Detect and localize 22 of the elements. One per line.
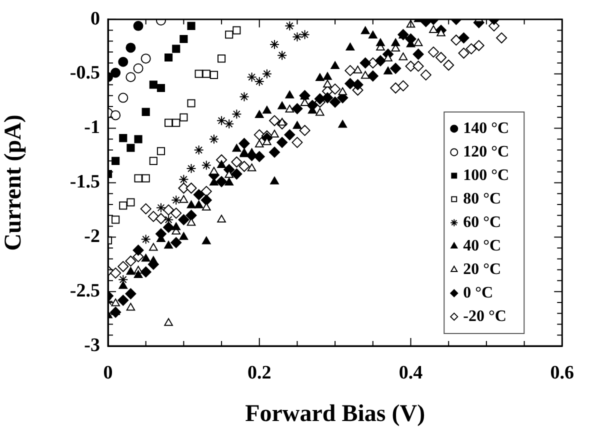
legend-label: -20 °C: [463, 308, 506, 325]
x-tick-label: 0: [103, 362, 113, 384]
y-tick-label: 0: [90, 8, 100, 30]
legend-label: 60 °C: [463, 214, 502, 231]
legend-label: 20 °C: [463, 260, 502, 278]
legend-label: 0 °C: [463, 284, 494, 302]
x-tick-label: 0.6: [550, 362, 574, 384]
y-tick-label: -0.5: [70, 62, 100, 84]
y-tick-label: -2.5: [70, 280, 100, 302]
legend-label: 100 °C: [463, 166, 510, 184]
y-axis-title: Current (pA): [0, 114, 27, 251]
legend-label: 40 °C: [463, 237, 502, 254]
y-tick-label: -2: [84, 226, 100, 248]
y-tick-label: -1: [84, 117, 100, 138]
legend-label: 80 °C: [463, 190, 502, 208]
y-tick-label: -3: [84, 334, 100, 356]
x-axis-title: Forward Bias (V): [245, 400, 426, 427]
x-tick-label: 0.4: [398, 362, 424, 384]
y-tick-label: -1.5: [70, 172, 100, 193]
x-tick-label: 0.2: [248, 362, 272, 384]
legend-label: 140 °C: [463, 120, 510, 137]
legend-label: 120 °C: [463, 143, 510, 160]
